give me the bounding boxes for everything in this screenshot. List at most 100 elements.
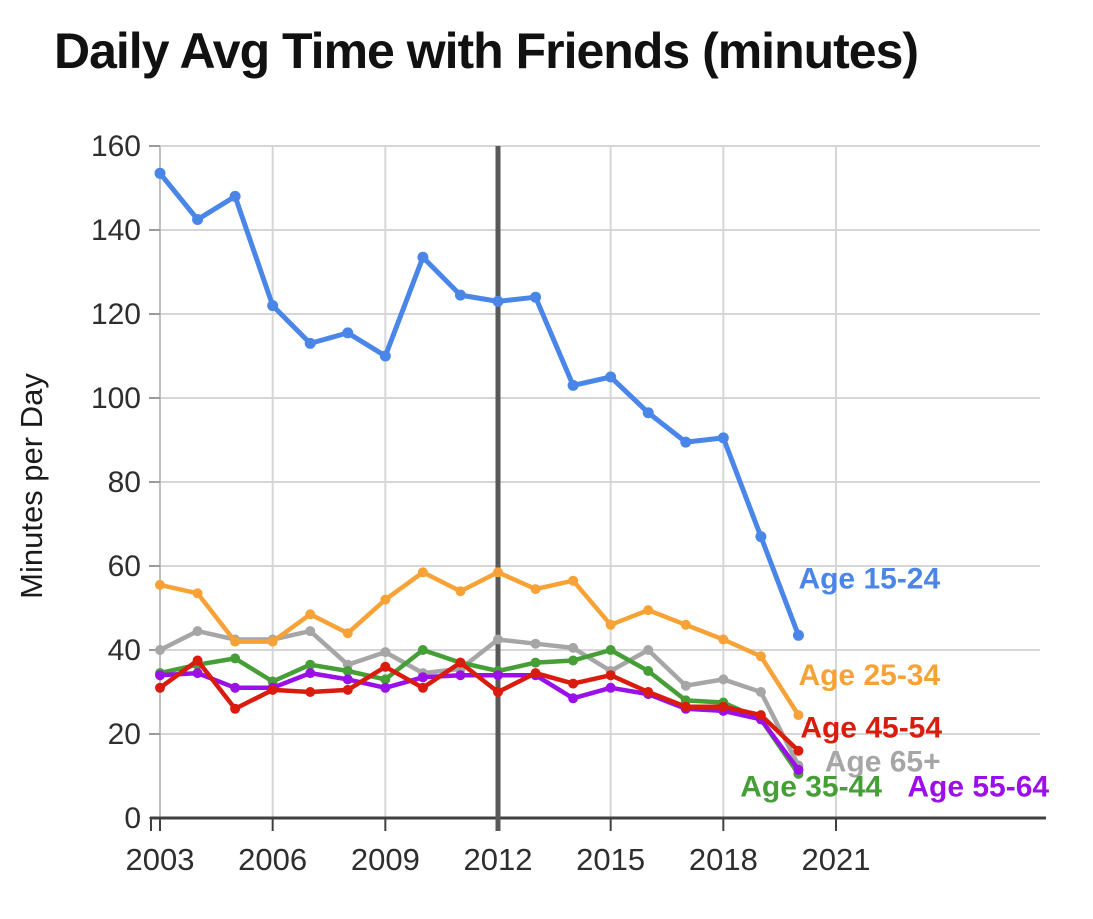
data-point-age-55-64-2007 <box>305 668 316 679</box>
data-point-age-25-34-2014 <box>568 575 579 586</box>
data-point-age-45-54-2020 <box>793 745 804 756</box>
data-point-age-65--2018 <box>718 674 729 685</box>
data-point-age-15-24-2019 <box>755 531 767 543</box>
data-point-age-65--2019 <box>755 687 766 697</box>
data-point-age-55-64-2003 <box>155 670 165 681</box>
data-point-age-55-64-2009 <box>380 682 391 693</box>
data-point-age-65--2016 <box>643 645 654 655</box>
data-point-age-35-44-2005 <box>230 653 241 664</box>
data-point-age-35-44-2015 <box>605 645 616 655</box>
series-line-age-55-64 <box>157 670 801 772</box>
y-tick-label-120: 120 <box>91 298 141 331</box>
data-point-age-45-54-2012 <box>493 687 503 697</box>
data-point-age-25-34-2003 <box>155 579 165 590</box>
y-tick-label-100: 100 <box>91 382 141 415</box>
data-point-age-45-54-2018 <box>718 701 729 712</box>
data-point-age-15-24-2005 <box>229 190 241 202</box>
data-point-age-25-34-2007 <box>305 609 316 620</box>
series-line-age-45-54 <box>157 658 801 754</box>
data-point-age-55-64-2012 <box>493 670 503 681</box>
data-point-age-45-54-2008 <box>342 684 353 695</box>
data-point-age-15-24-2006 <box>267 300 279 312</box>
data-point-age-65--2004 <box>192 626 203 637</box>
data-point-age-45-54-2016 <box>643 687 654 697</box>
data-point-age-15-24-2013 <box>530 291 542 303</box>
data-point-age-25-34-2019 <box>755 651 766 662</box>
data-point-age-55-64-2020 <box>793 764 804 775</box>
data-point-age-15-24-2014 <box>567 379 579 391</box>
x-tick-label-2006: 2006 <box>238 842 307 877</box>
data-point-age-15-24-2007 <box>304 337 316 349</box>
data-point-age-15-24-2016 <box>642 407 654 419</box>
series-label-age-15-24: Age 15-24 <box>798 563 940 596</box>
y-tick-label-0: 0 <box>124 802 141 835</box>
data-point-age-35-44-2016 <box>643 666 654 676</box>
data-point-age-35-44-2008 <box>342 666 353 676</box>
data-point-age-15-24-2018 <box>717 432 729 444</box>
data-point-age-45-54-2003 <box>155 682 165 693</box>
data-point-age-15-24-2008 <box>342 327 354 339</box>
data-point-age-55-64-2015 <box>605 682 616 693</box>
data-point-age-45-54-2014 <box>568 678 579 689</box>
data-point-age-35-44-2007 <box>305 659 316 670</box>
data-point-age-25-34-2006 <box>267 636 278 647</box>
data-point-age-45-54-2007 <box>305 687 316 697</box>
data-point-age-55-64-2010 <box>417 672 428 683</box>
data-point-age-25-34-2016 <box>643 605 654 616</box>
data-point-age-65--2009 <box>380 647 391 658</box>
data-point-age-25-34-2005 <box>230 636 241 647</box>
series-label-age-55-64: Age 55-64 <box>907 771 1049 804</box>
data-point-age-55-64-2008 <box>342 674 353 685</box>
data-point-age-45-54-2013 <box>530 668 541 679</box>
data-point-age-15-24-2009 <box>379 350 391 362</box>
data-point-age-55-64-2014 <box>568 693 579 704</box>
data-point-age-45-54-2009 <box>380 661 391 672</box>
data-point-age-15-24-2012 <box>492 295 504 307</box>
data-point-age-25-34-2020 <box>793 710 804 721</box>
data-point-age-25-34-2009 <box>380 594 391 605</box>
x-tick-label-2015: 2015 <box>576 842 645 877</box>
data-point-age-15-24-2010 <box>417 251 429 263</box>
data-point-age-25-34-2008 <box>342 628 353 639</box>
data-point-age-25-34-2010 <box>417 567 428 578</box>
x-tick-label-2012: 2012 <box>464 842 533 877</box>
data-point-age-55-64-2004 <box>192 668 203 679</box>
data-point-age-45-54-2004 <box>192 655 203 666</box>
series-label-age-25-34: Age 25-34 <box>798 659 940 692</box>
data-point-age-65--2017 <box>680 680 691 691</box>
series-label-age-35-44: Age 35-44 <box>740 771 882 804</box>
data-point-age-35-44-2014 <box>568 655 579 666</box>
data-point-age-25-34-2004 <box>192 588 203 599</box>
data-point-age-45-54-2017 <box>680 701 691 712</box>
data-point-age-25-34-2013 <box>530 584 541 595</box>
data-point-age-15-24-2017 <box>680 436 692 448</box>
data-point-age-65--2007 <box>305 626 316 637</box>
data-point-age-55-64-2011 <box>455 670 466 681</box>
data-point-age-35-44-2013 <box>530 657 541 668</box>
data-point-age-25-34-2017 <box>680 619 691 630</box>
data-point-age-45-54-2006 <box>267 684 278 695</box>
x-tick-label-2021: 2021 <box>802 842 871 877</box>
x-tick-label-2003: 2003 <box>126 842 195 877</box>
data-point-age-65--2014 <box>568 642 579 653</box>
series-line-age-35-44 <box>157 647 801 777</box>
y-tick-label-60: 60 <box>108 550 141 583</box>
data-point-age-65--2003 <box>155 645 165 655</box>
x-tick-label-2009: 2009 <box>351 842 420 877</box>
y-tick-label-80: 80 <box>108 466 141 499</box>
data-point-age-65--2013 <box>530 638 541 649</box>
data-point-age-15-24-2004 <box>192 214 204 225</box>
data-point-age-15-24-2011 <box>454 289 466 301</box>
y-tick-label-20: 20 <box>108 718 141 751</box>
series-label-age-65-: Age 65+ <box>825 745 941 778</box>
data-point-age-45-54-2005 <box>230 703 241 714</box>
y-tick-label-160: 160 <box>91 130 141 163</box>
data-point-age-45-54-2011 <box>455 657 466 668</box>
data-point-age-25-34-2012 <box>493 567 503 578</box>
data-point-age-15-24-2015 <box>605 371 617 383</box>
series-line-age-25-34 <box>157 570 801 718</box>
data-point-age-45-54-2019 <box>755 710 766 721</box>
data-point-age-65--2012 <box>493 634 503 645</box>
data-point-age-15-24-2020 <box>792 629 804 641</box>
